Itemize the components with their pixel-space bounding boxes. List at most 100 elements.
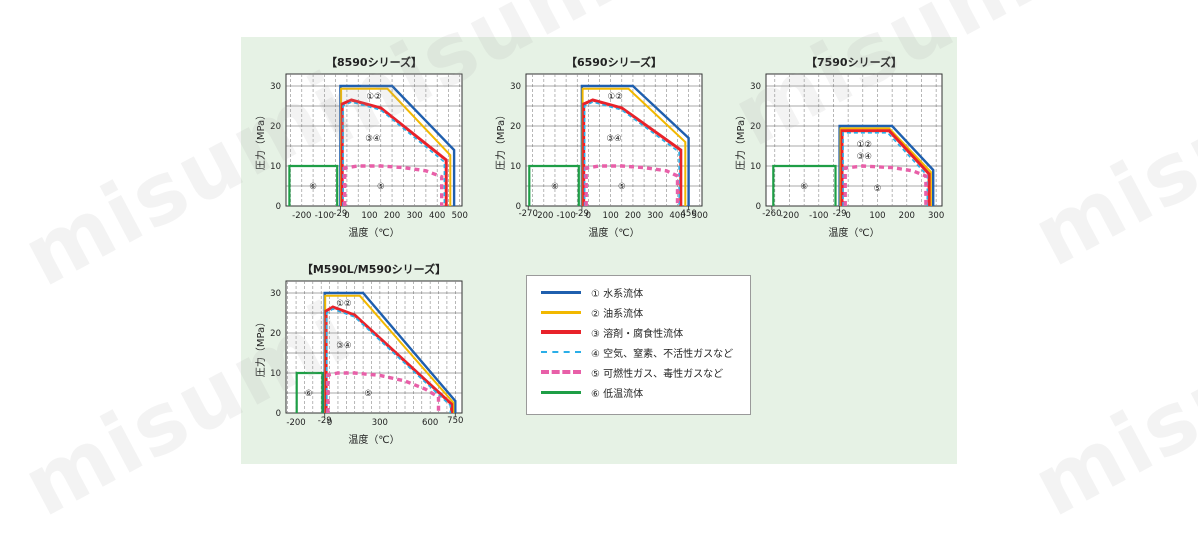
x-tick-label: 300 xyxy=(928,211,944,221)
y-axis-label: 圧力（MPa） xyxy=(254,317,267,377)
legend-item-flammable: ⑤ 可燃性ガス、毒性ガスなど xyxy=(541,364,723,380)
legend-label-flammable: ⑤ 可燃性ガス、毒性ガスなど xyxy=(591,368,724,380)
x-axis-label: 温度（℃） xyxy=(588,226,639,239)
x-tick-label: 200 xyxy=(899,211,915,221)
legend-swatch-flammable xyxy=(541,370,581,374)
x-tick-label: 400 xyxy=(429,211,445,221)
x-tick-label: 600 xyxy=(422,418,438,428)
region-label: ⑥ xyxy=(305,389,313,399)
x-axis-label: 温度（℃） xyxy=(348,226,399,239)
y-tick-label: 20 xyxy=(510,122,521,132)
x-tick-label: -200 xyxy=(292,211,311,221)
special-tick-label: -270 xyxy=(519,209,538,219)
x-tick-label: 300 xyxy=(372,418,388,428)
series-flammable xyxy=(843,164,928,206)
y-tick-label: 20 xyxy=(750,122,761,132)
region-label: ③④ xyxy=(336,341,351,351)
legend-box: ① 水系流体 ② 油系流体 ③ 溶剤・腐食性流体 ④ 空気、窒素、不活性ガスなど… xyxy=(526,275,751,415)
chart-title: 【8590シリーズ】 xyxy=(326,55,422,69)
x-axis-label: 温度（℃） xyxy=(348,433,399,446)
legend-label-water: ① 水系流体 xyxy=(591,288,644,300)
y-axis-label: 圧力（MPa） xyxy=(254,110,267,170)
x-tick-label: 0 xyxy=(586,211,591,221)
series-solvent xyxy=(340,98,448,206)
legend-item-oil: ② 油系流体 xyxy=(541,304,643,320)
region-label: ⑤ xyxy=(377,182,385,192)
y-tick-label: 10 xyxy=(270,369,281,379)
region-label: ①② xyxy=(366,92,381,102)
series-solvent xyxy=(582,98,683,206)
x-tick-label: 200 xyxy=(625,211,641,221)
special-tick-label: 450 xyxy=(681,209,697,219)
series-gas xyxy=(583,101,680,206)
special-tick-label: -29 xyxy=(318,416,332,426)
chart-3: ①② ③④ ⑤ ⑥ 【7590シリーズ】 0 10 20 30 -200 -100 0 100 200 30… xyxy=(734,55,944,239)
chart-title: 【M590L/M590シリーズ】 xyxy=(302,262,446,276)
y-tick-label: 20 xyxy=(270,329,281,339)
region-label: ⑤ xyxy=(618,182,626,192)
y-tick-label: 10 xyxy=(270,162,281,172)
legend-label-solvent: ③ 溶剤・腐食性流体 xyxy=(591,328,684,340)
region-label: ①② xyxy=(336,299,351,309)
x-tick-label: 0 xyxy=(845,211,850,221)
y-tick-label: 30 xyxy=(270,289,281,299)
y-tick-label: 30 xyxy=(510,82,521,92)
legend-swatch-solvent xyxy=(541,330,581,334)
series-cryogenic xyxy=(288,164,339,206)
x-tick-label: 500 xyxy=(692,211,708,221)
y-tick-label: 0 xyxy=(516,202,521,212)
chart-title: 【7590シリーズ】 xyxy=(806,55,902,69)
region-label: ③④ xyxy=(365,134,380,144)
y-tick-label: 20 xyxy=(270,122,281,132)
special-tick-label: -29 xyxy=(333,209,347,219)
special-tick-label: -260 xyxy=(762,209,781,219)
series-flammable xyxy=(584,164,680,206)
series-solvent xyxy=(840,129,931,206)
x-tick-label: 300 xyxy=(647,211,663,221)
plot-area xyxy=(285,280,463,414)
special-tick-label: -29 xyxy=(575,209,589,219)
region-label: ⑤ xyxy=(364,389,372,399)
y-axis-label: 圧力（MPa） xyxy=(734,110,747,170)
watermark-text: misumi xyxy=(1017,32,1198,286)
x-tick-label: 400 xyxy=(669,211,685,221)
x-tick-label: 100 xyxy=(603,211,619,221)
y-tick-label: 10 xyxy=(750,162,761,172)
series-gas xyxy=(325,308,452,413)
x-axis-label: 温度（℃） xyxy=(828,226,879,239)
region-label: ⑤ xyxy=(874,184,882,194)
chart-4: ①② ③④ ⑤ ⑥ 【M590L/M590シリーズ】 0 10 20 30 -200 0 300 600… xyxy=(254,262,463,446)
region-label: ③④ xyxy=(857,152,872,162)
plot-area xyxy=(285,73,463,207)
region-label: ③④ xyxy=(606,134,621,144)
legend-swatch-oil xyxy=(541,310,581,314)
chart-2: ①② ③④ ⑤ ⑥ 【6590シリーズ】 0 10 20 30 -200 -100 0 100 200 30… xyxy=(494,55,708,239)
region-label: ⑥ xyxy=(309,182,317,192)
x-tick-label: -200 xyxy=(780,211,799,221)
chart-panel: ①② ③④ ⑤ ⑥ 【8590シリーズ】 0 10 20 30 -200 -100 0 100 200 30… xyxy=(241,37,957,464)
watermark-text: misumi xyxy=(1017,282,1198,535)
x-tick-label: -100 xyxy=(315,211,334,221)
x-tick-label: 100 xyxy=(361,211,377,221)
region-label: ①② xyxy=(857,140,872,150)
x-tick-label: -100 xyxy=(809,211,828,221)
region-label: ⑥ xyxy=(800,182,808,192)
y-tick-label: 0 xyxy=(756,202,761,212)
series-cryogenic xyxy=(295,371,324,413)
x-tick-label: 500 xyxy=(452,211,468,221)
legend-item-gas: ④ 空気、窒素、不活性ガスなど xyxy=(541,344,733,360)
legend-swatch-water xyxy=(541,290,581,294)
legend-swatch-gas xyxy=(541,351,581,353)
x-tick-label: 0 xyxy=(327,418,332,428)
x-tick-label: -100 xyxy=(556,211,575,221)
x-tick-label: 100 xyxy=(869,211,885,221)
legend-label-gas: ④ 空気、窒素、不活性ガスなど xyxy=(591,348,734,360)
plot-area xyxy=(765,73,943,207)
special-tick-label: 750 xyxy=(447,416,463,426)
x-tick-label: -200 xyxy=(286,418,305,428)
y-tick-label: 30 xyxy=(270,82,281,92)
chart-title: 【6590シリーズ】 xyxy=(566,55,662,69)
y-tick-label: 10 xyxy=(510,162,521,172)
series-cryogenic xyxy=(528,164,580,206)
